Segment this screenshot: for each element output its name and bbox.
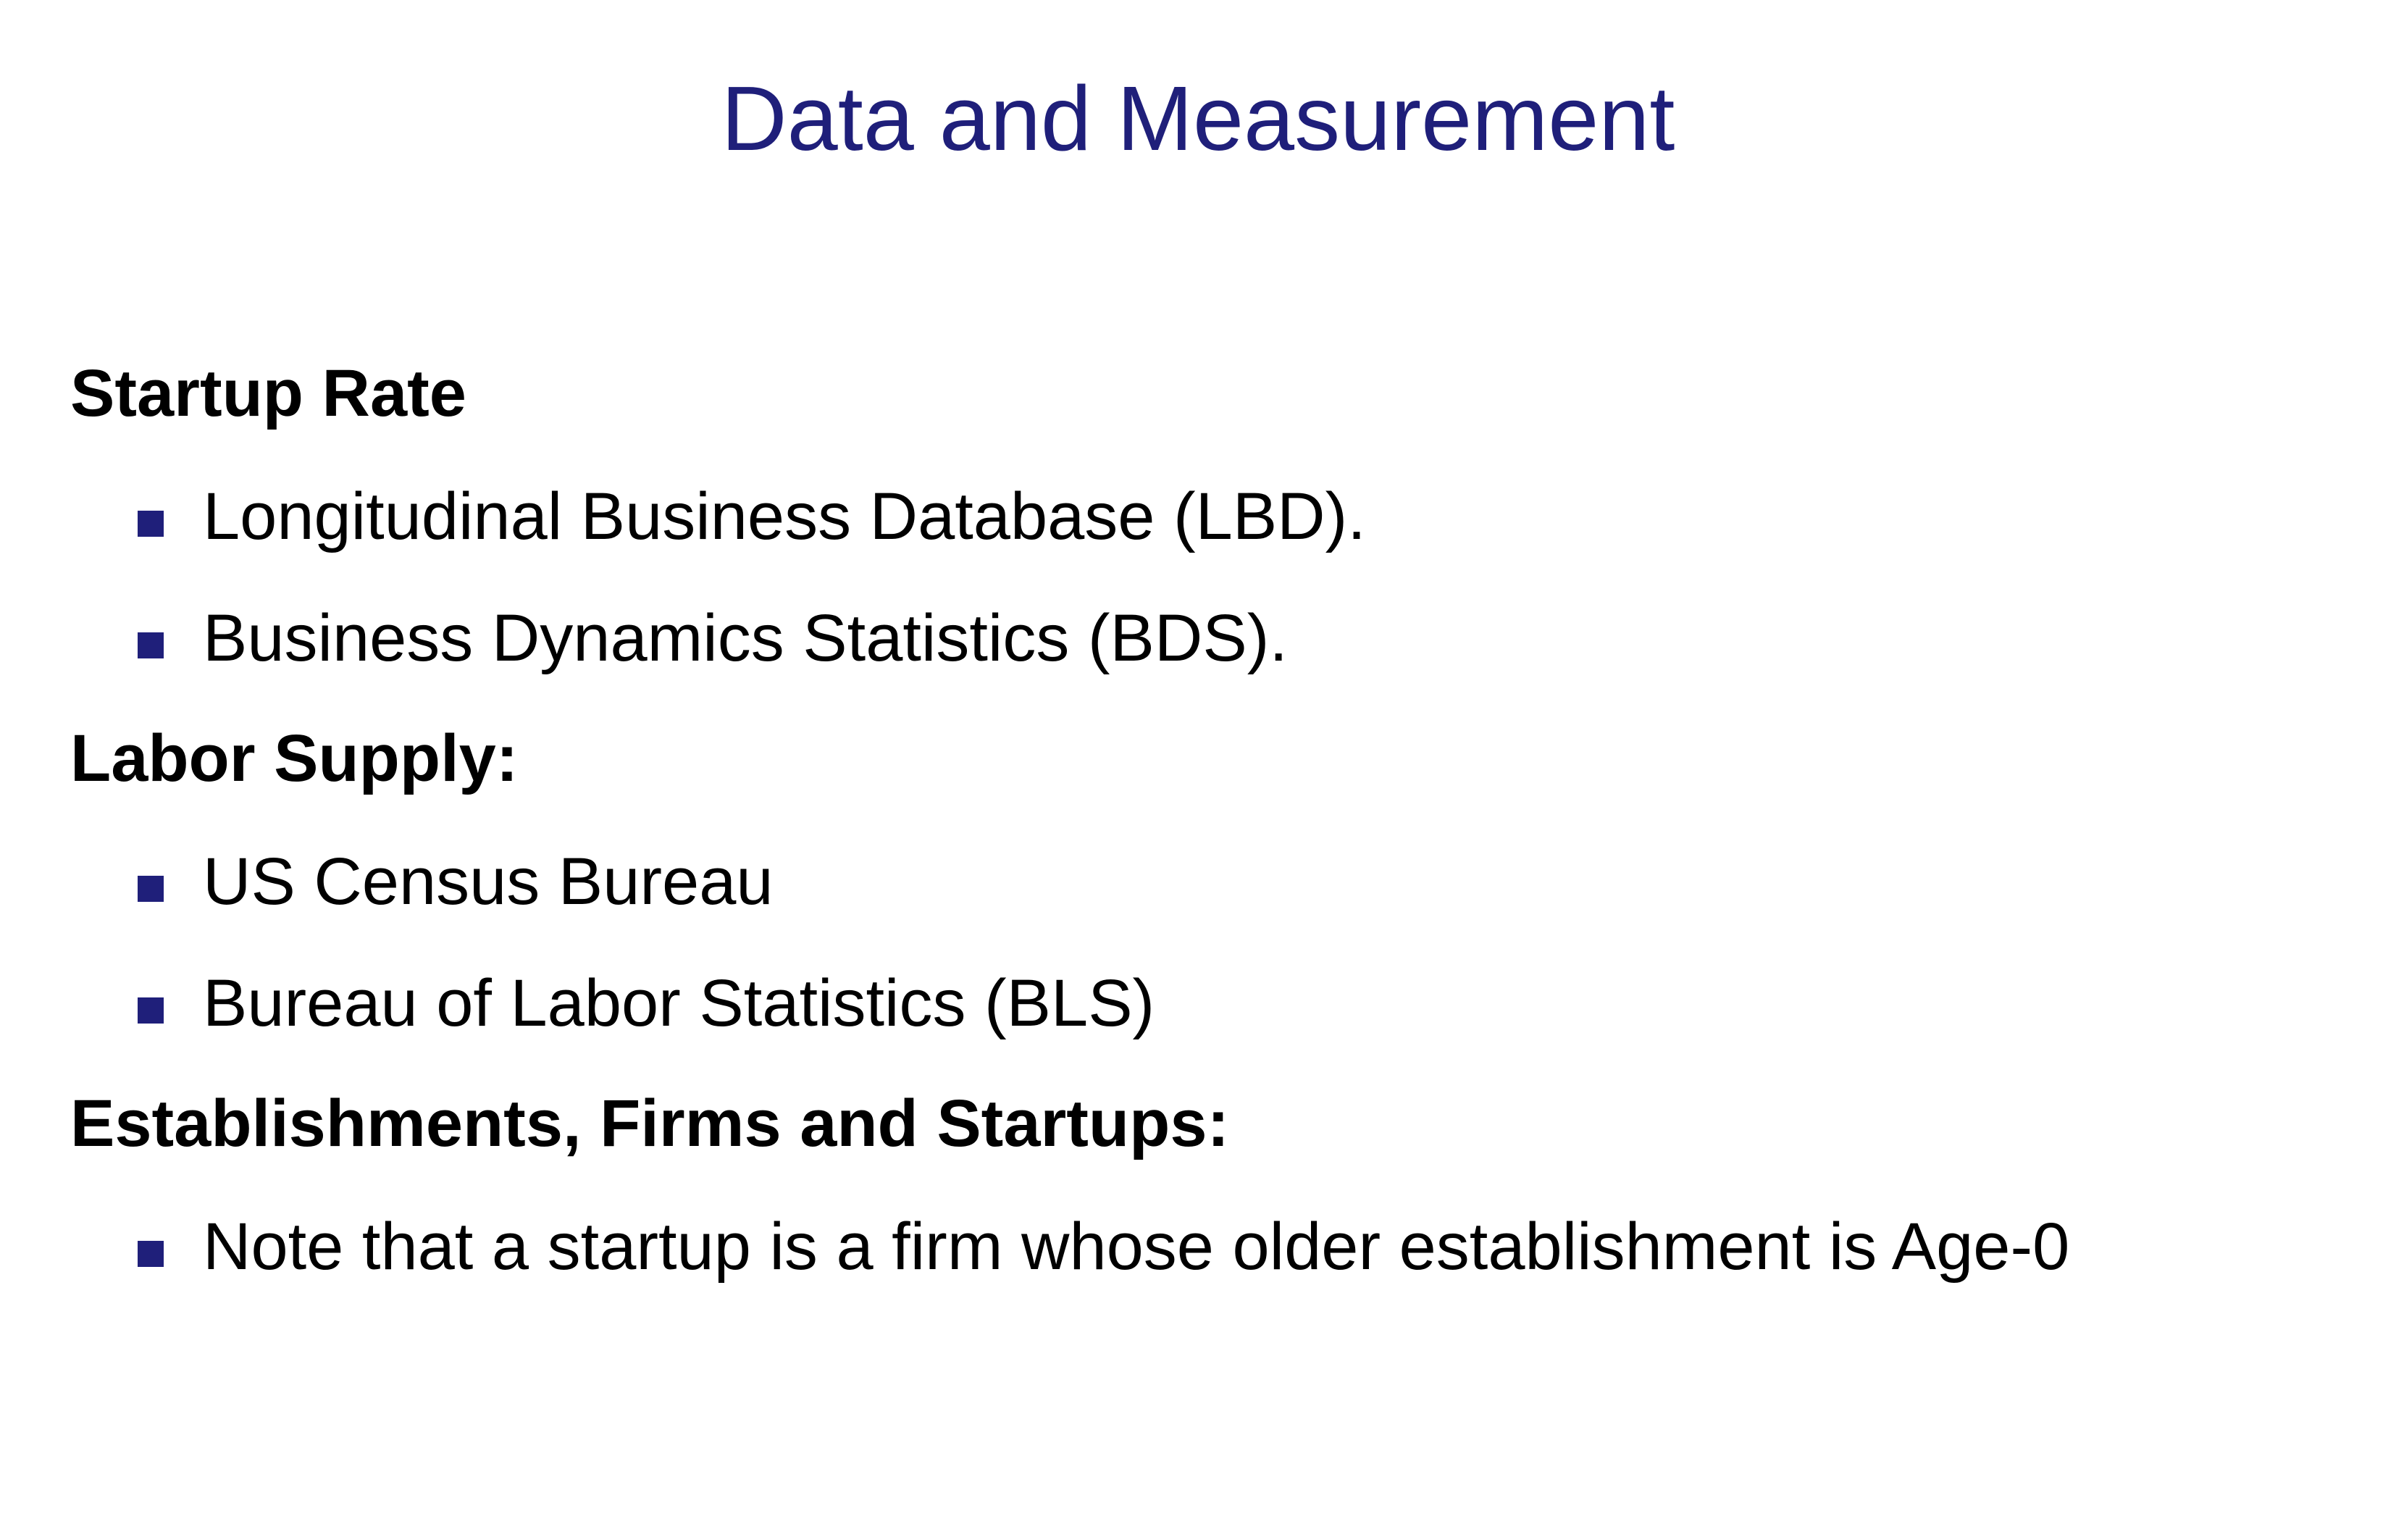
list-item-text: Longitudinal Business Database (LBD). [203, 480, 1366, 553]
slide-title: Data and Measurement [721, 67, 1675, 170]
section-heading-establishments: Establishments, Firms and Startups: [70, 1087, 1230, 1160]
section-heading-startup-rate: Startup Rate [70, 356, 466, 430]
list-item-text: US Census Bureau [203, 845, 774, 918]
bullet-square-icon [138, 997, 164, 1024]
bullet-square-icon [138, 1241, 164, 1267]
bullet-square-icon [138, 876, 164, 902]
bullet-square-icon [138, 632, 164, 658]
list-item-text: Note that a startup is a firm whose olde… [203, 1210, 2070, 1284]
bullet-square-icon [138, 511, 164, 537]
list-item-text: Business Dynamics Statistics (BDS). [203, 601, 1288, 675]
section-heading-labor-supply: Labor Supply: [70, 721, 519, 795]
list-item-text: Bureau of Labor Statistics (BLS) [203, 966, 1155, 1040]
